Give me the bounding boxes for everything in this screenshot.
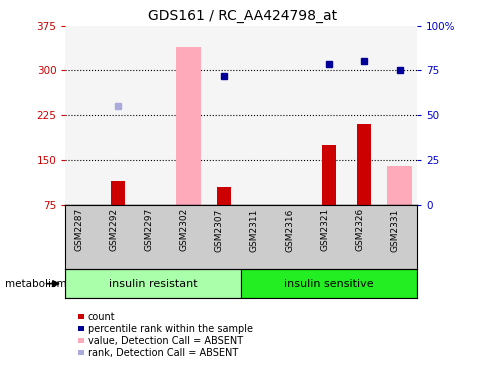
Text: GDS161 / RC_AA424798_at: GDS161 / RC_AA424798_at (148, 9, 336, 23)
Text: GSM2287: GSM2287 (74, 208, 83, 251)
Text: GSM2302: GSM2302 (179, 208, 188, 251)
Text: GSM2326: GSM2326 (355, 208, 363, 251)
Bar (386, 166, 411, 205)
Bar (176, 46, 200, 205)
Text: GSM2311: GSM2311 (249, 208, 258, 251)
Bar (65, 269, 241, 298)
Text: insulin sensitive: insulin sensitive (284, 279, 373, 289)
Text: metabolism: metabolism (5, 279, 66, 289)
Bar (321, 145, 335, 205)
Text: count: count (88, 311, 115, 322)
Text: GSM2316: GSM2316 (285, 208, 293, 251)
Text: GSM2307: GSM2307 (214, 208, 223, 251)
Text: GSM2292: GSM2292 (109, 208, 118, 251)
Bar (357, 124, 371, 205)
Bar (241, 269, 416, 298)
Text: rank, Detection Call = ABSENT: rank, Detection Call = ABSENT (88, 348, 238, 358)
Text: value, Detection Call = ABSENT: value, Detection Call = ABSENT (88, 336, 242, 346)
Text: GSM2321: GSM2321 (319, 208, 329, 251)
Text: GSM2297: GSM2297 (144, 208, 153, 251)
Text: percentile rank within the sample: percentile rank within the sample (88, 324, 252, 334)
Text: GSM2331: GSM2331 (390, 208, 399, 251)
Text: insulin resistant: insulin resistant (109, 279, 197, 289)
Bar (216, 187, 230, 205)
Bar (111, 181, 125, 205)
